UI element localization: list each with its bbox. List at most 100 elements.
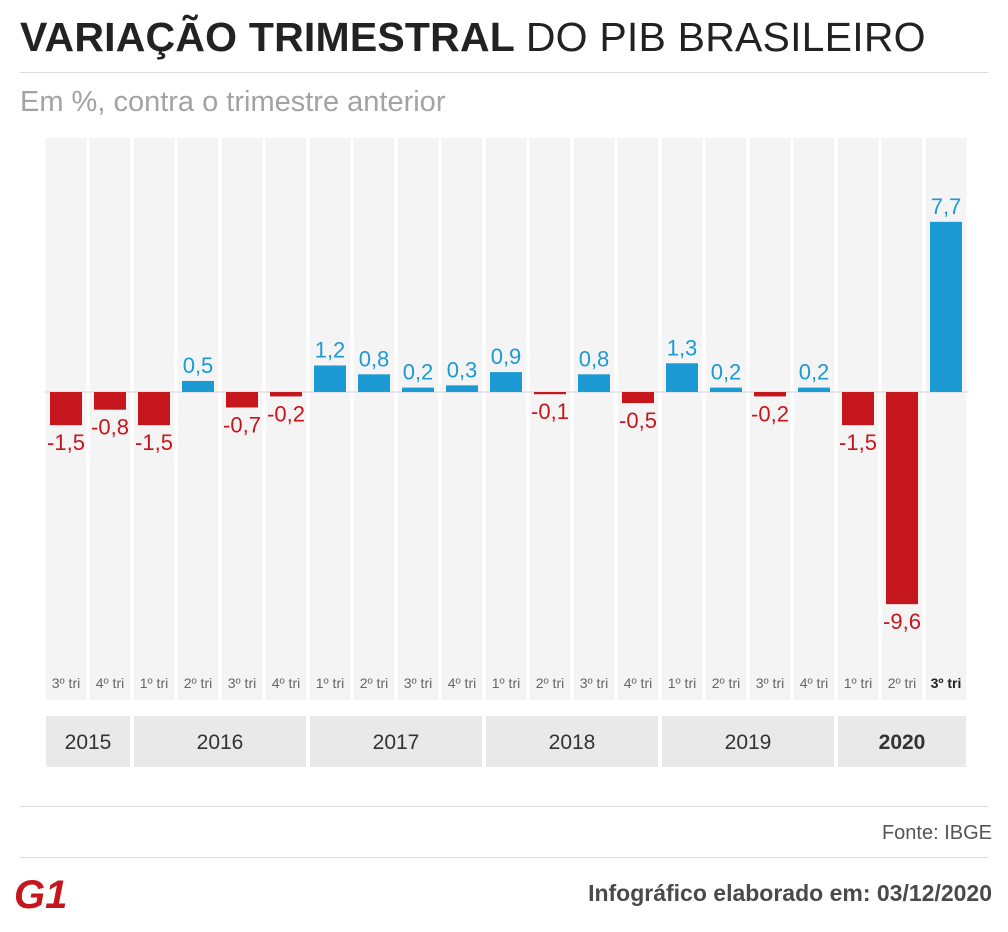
bar	[270, 392, 302, 397]
bar-value-label: -1,5	[47, 430, 85, 455]
bar-value-label: 0,5	[183, 353, 214, 378]
bar	[886, 392, 918, 605]
bar	[798, 387, 830, 392]
bar-value-label: -9,6	[883, 609, 921, 634]
bar	[578, 374, 610, 392]
chart-title-light: DO PIB BRASILEIRO	[525, 14, 926, 60]
column-background	[661, 138, 703, 700]
year-label: 2017	[373, 731, 420, 754]
column-background	[617, 138, 659, 700]
bar	[754, 392, 786, 397]
column-background	[705, 138, 747, 700]
quarter-tick-label: 2º tri	[888, 675, 916, 691]
column-background	[309, 138, 351, 700]
year-label: 2020	[879, 731, 926, 754]
bar	[138, 392, 170, 426]
year-label: 2016	[197, 731, 244, 754]
bar-value-label: -0,2	[267, 401, 305, 426]
column-background	[441, 138, 483, 700]
bar-value-label: -0,2	[751, 401, 789, 426]
bar	[534, 392, 566, 395]
bar	[842, 392, 874, 426]
column-background	[485, 138, 527, 700]
bar-value-label: 0,8	[579, 346, 610, 371]
bar	[710, 387, 742, 392]
bar-value-label: 0,2	[403, 360, 434, 385]
bar-value-label: 7,7	[931, 194, 962, 219]
bar	[446, 385, 478, 392]
bar-value-label: -0,1	[531, 399, 569, 424]
bar-value-label: -1,5	[839, 430, 877, 455]
year-label: 2015	[65, 731, 112, 754]
column-background	[529, 138, 571, 700]
quarter-tick-label: 1º tri	[140, 675, 168, 691]
quarter-tick-label: 4º tri	[800, 675, 828, 691]
bar-value-label: 0,2	[799, 360, 830, 385]
bar-value-label: -0,8	[91, 415, 129, 440]
quarter-tick-label: 4º tri	[96, 675, 124, 691]
column-background	[89, 138, 131, 700]
quarter-tick-label: 3º tri	[580, 675, 608, 691]
year-band	[134, 716, 306, 767]
bar	[314, 365, 346, 392]
title-divider	[20, 72, 988, 73]
bar-value-label: 0,9	[491, 344, 522, 369]
quarter-tick-label: 3º tri	[756, 675, 784, 691]
year-band	[662, 716, 834, 767]
quarter-tick-label: 4º tri	[272, 675, 300, 691]
bar	[182, 380, 214, 392]
column-background	[177, 138, 219, 700]
column-background	[749, 138, 791, 700]
g1-logo-text: G1	[14, 874, 67, 914]
quarter-tick-label: 1º tri	[844, 675, 872, 691]
footer-divider-top	[20, 806, 988, 807]
year-band	[486, 716, 658, 767]
column-background	[573, 138, 615, 700]
quarter-tick-label: 3º tri	[228, 675, 256, 691]
year-band	[310, 716, 482, 767]
infographic-date: Infográfico elaborado em: 03/12/2020	[588, 880, 992, 906]
bar	[622, 392, 654, 404]
bar-value-label: -0,5	[619, 408, 657, 433]
column-background	[221, 138, 263, 700]
chart-title: VARIAÇÃO TRIMESTRAL DO PIB BRASILEIRO	[20, 14, 926, 61]
quarter-tick-label: 2º tri	[712, 675, 740, 691]
quarter-tick-label: 1º tri	[316, 675, 344, 691]
quarter-tick-label: 1º tri	[492, 675, 520, 691]
bar	[50, 392, 82, 426]
year-label: 2019	[725, 731, 772, 754]
quarter-tick-label: 4º tri	[624, 675, 652, 691]
column-background	[265, 138, 307, 700]
year-band	[46, 716, 130, 767]
quarter-tick-label: 3º tri	[52, 675, 80, 691]
bar-value-label: 1,3	[667, 335, 698, 360]
bar	[226, 392, 258, 408]
bar	[402, 387, 434, 392]
quarter-tick-label: 1º tri	[668, 675, 696, 691]
quarter-tick-label: 2º tri	[360, 675, 388, 691]
column-background	[793, 138, 835, 700]
bar-value-label: -0,7	[223, 412, 261, 437]
column-background	[353, 138, 395, 700]
year-label: 2018	[549, 731, 596, 754]
bar-value-label: 0,3	[447, 357, 478, 382]
bar-value-label: 1,2	[315, 337, 346, 362]
bar-value-label: 0,8	[359, 346, 390, 371]
bar	[930, 221, 962, 392]
bar-value-label: -1,5	[135, 430, 173, 455]
source-note: Fonte: IBGE	[881, 822, 992, 844]
bar	[358, 374, 390, 392]
chart-subtitle: Em %, contra o trimestre anterior	[20, 86, 446, 118]
bar	[490, 372, 522, 392]
chart-title-bold: VARIAÇÃO TRIMESTRAL	[20, 14, 515, 60]
column-background	[397, 138, 439, 700]
quarter-tick-label: 3º tri	[404, 675, 432, 691]
bar	[666, 363, 698, 392]
quarter-tick-label: 3º tri	[931, 675, 962, 691]
quarter-tick-label: 2º tri	[184, 675, 212, 691]
g1-logo: G1	[14, 874, 67, 914]
bar	[94, 392, 126, 410]
quarter-tick-label: 4º tri	[448, 675, 476, 691]
year-band	[838, 716, 966, 767]
gdp-bar-chart: -1,5 3º tri -0,8 4º tri -1,5 1º tri 0,5 2º tri -…	[44, 138, 968, 767]
